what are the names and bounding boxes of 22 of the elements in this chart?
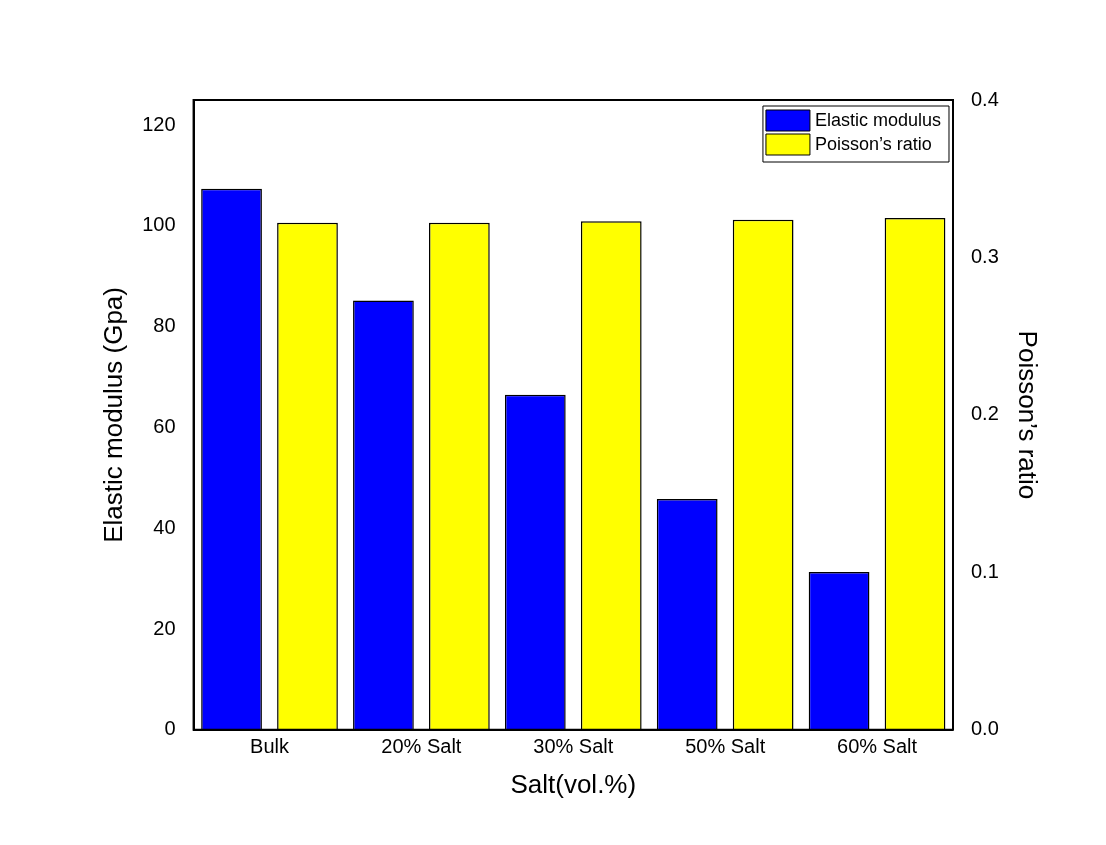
x-tick-label: 30% Salt — [533, 735, 614, 758]
y-axis-title: Elastic modulus (Gpa) — [97, 287, 128, 543]
x-tick-label: 50% Salt — [685, 735, 766, 758]
x-tick-label: 20% Salt — [381, 735, 462, 758]
legend-label: Poisson’s ratio — [814, 133, 932, 154]
y-tick-label: 80 — [153, 314, 176, 337]
y-tick-label: 120 — [142, 112, 176, 135]
y-tick-label: 0 — [164, 717, 176, 740]
y2-tick-label: 0.4 — [971, 87, 999, 110]
x-tick-label: 60% Salt — [837, 735, 918, 758]
y2-tick-label: 0.3 — [971, 244, 999, 267]
y2-axis-title: Poisson’s ratio — [1013, 330, 1044, 500]
y2-tick-label: 0.1 — [971, 559, 999, 582]
legend-label: Elastic modulus — [814, 109, 942, 130]
y2-tick-label: 0.0 — [971, 717, 999, 740]
x-tick-label: Bulk — [250, 735, 290, 758]
y-tick-label: 40 — [153, 515, 176, 538]
y2-tick-label: 0.2 — [971, 402, 999, 425]
y-tick-label: 20 — [153, 616, 176, 639]
x-axis-title: Salt(vol.%) — [510, 768, 637, 799]
y-tick-label: 60 — [153, 415, 176, 438]
y-tick-label: 100 — [142, 213, 176, 236]
